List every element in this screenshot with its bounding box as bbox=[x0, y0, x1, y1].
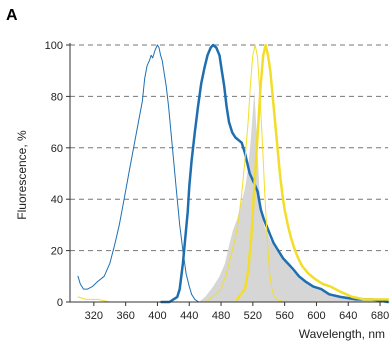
series-thin-blue-line bbox=[77, 44, 200, 303]
tick-labels: 0 20 40 60 80 100 320 360 400 440 480 520 560 600 640 6… bbox=[45, 40, 390, 322]
x-tick-label-640: 640 bbox=[339, 310, 357, 322]
x-tick-label-520: 520 bbox=[244, 310, 262, 322]
x-axis-title: Wavelength, nm bbox=[299, 327, 385, 341]
series-thick-yellow-line bbox=[235, 43, 390, 301]
x-tick-label-360: 360 bbox=[116, 310, 134, 322]
series-gray-filled-area bbox=[198, 91, 388, 302]
axes bbox=[66, 43, 388, 306]
series-thick-blue-line bbox=[160, 43, 390, 304]
x-tick-label-480: 480 bbox=[212, 310, 230, 322]
x-tick-label-680: 680 bbox=[371, 310, 389, 322]
y-tick-label-100: 100 bbox=[45, 40, 63, 52]
x-tick-label-560: 560 bbox=[275, 310, 293, 322]
filled-area-layer bbox=[198, 91, 388, 302]
y-axis-title: Fluorescence, % bbox=[15, 130, 29, 220]
x-tick-label-320: 320 bbox=[85, 310, 103, 322]
x-tick-label-600: 600 bbox=[307, 310, 325, 322]
y-tick-label-0: 0 bbox=[57, 297, 63, 309]
y-tick-label-80: 80 bbox=[51, 91, 63, 103]
x-tick-label-440: 440 bbox=[180, 310, 198, 322]
x-tick-label-400: 400 bbox=[148, 310, 166, 322]
grid-lines bbox=[70, 44, 388, 252]
y-tick-label-20: 20 bbox=[51, 246, 63, 258]
y-tick-label-60: 60 bbox=[51, 143, 63, 155]
panel-label: A bbox=[6, 7, 18, 24]
y-tick-label-40: 40 bbox=[51, 194, 63, 206]
